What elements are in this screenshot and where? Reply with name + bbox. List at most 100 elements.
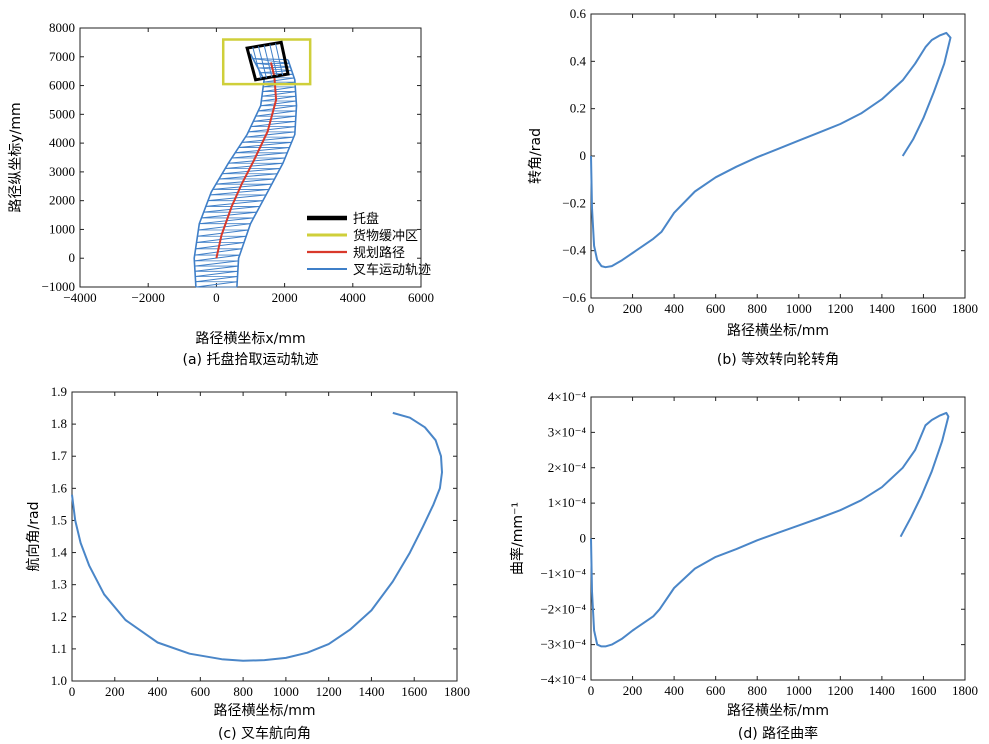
x-tick-label: 0 bbox=[588, 683, 595, 698]
vehicle-outline-line bbox=[253, 115, 296, 122]
x-tick-label: 600 bbox=[706, 301, 726, 316]
x-axis-label: 路径横坐标/mm bbox=[214, 703, 316, 719]
y-tick-label: −0.6 bbox=[562, 290, 586, 305]
y-tick-label: 1.7 bbox=[51, 448, 68, 463]
x-tick-label: −2000 bbox=[132, 290, 165, 305]
vehicle-outline-line bbox=[261, 91, 296, 97]
x-tick-label: 1400 bbox=[869, 683, 895, 698]
y-tick-label: −1000 bbox=[42, 279, 75, 294]
x-tick-label: 400 bbox=[664, 301, 684, 316]
legend-label: 叉车运动轨迹 bbox=[353, 262, 431, 278]
x-tick-label: 4000 bbox=[340, 290, 366, 305]
x-axis-label: 路径横坐标/mm bbox=[727, 703, 829, 719]
vehicle-outline-line bbox=[245, 131, 296, 138]
panel-caption: (b) 等效转向轮转角 bbox=[717, 351, 839, 368]
x-tick-label: 1000 bbox=[273, 684, 299, 699]
legend-label: 规划路径 bbox=[353, 245, 405, 261]
x-tick-label: 6000 bbox=[408, 290, 434, 305]
panel-d-path-curvature: 0 200 400 600 800 1000 1200 1400 1600 1800 −4×10⁻⁴… bbox=[509, 389, 978, 742]
vehicle-outline-line bbox=[194, 265, 239, 272]
x-tick-label: 800 bbox=[747, 683, 767, 698]
y-tick-label: 1.2 bbox=[51, 609, 67, 624]
series-line bbox=[590, 31, 952, 269]
vehicle-outline-line bbox=[195, 270, 238, 278]
vehicle-outline-line bbox=[194, 260, 239, 267]
y-tick-label: 3000 bbox=[49, 164, 75, 179]
legend-label: 托盘 bbox=[353, 211, 379, 227]
y-tick-label: 1.3 bbox=[51, 577, 67, 592]
vehicle-outline-line bbox=[231, 152, 288, 159]
pallet-hatch-line bbox=[263, 45, 273, 78]
pallet-hatch-line bbox=[252, 47, 262, 79]
plot-frame bbox=[590, 13, 966, 299]
y-tick-label: −2×10⁻⁴ bbox=[540, 601, 586, 616]
vehicle-outline-line bbox=[260, 100, 297, 107]
x-tick-label: 0 bbox=[588, 301, 595, 316]
y-tick-label: 8000 bbox=[49, 20, 75, 35]
y-tick-label: 2000 bbox=[49, 193, 75, 208]
vehicle-outline-line bbox=[235, 147, 290, 154]
vehicle-outline-line bbox=[261, 95, 296, 102]
x-tick-label: 200 bbox=[623, 301, 643, 316]
legend-label: 货物缓冲区 bbox=[353, 228, 418, 244]
x-tick-label: 1400 bbox=[869, 301, 895, 316]
plot-frame bbox=[71, 391, 458, 682]
y-tick-label: −1×10⁻⁴ bbox=[540, 566, 586, 581]
x-tick-label: 1800 bbox=[952, 301, 978, 316]
vehicle-outline-line bbox=[205, 200, 263, 207]
x-axis-label: 路径横坐标/mm bbox=[727, 323, 829, 339]
x-tick-label: 1800 bbox=[444, 684, 470, 699]
vehicle-outline-line bbox=[210, 188, 269, 196]
y-tick-label: 1×10⁻⁴ bbox=[548, 495, 587, 510]
x-axis-label: 路径横坐标x/mm bbox=[195, 331, 305, 347]
x-tick-label: 200 bbox=[105, 684, 125, 699]
vehicle-outline-line bbox=[238, 141, 292, 149]
vehicle-outline-line bbox=[241, 136, 294, 143]
y-tick-label: −3×10⁻⁴ bbox=[540, 637, 586, 652]
panel-caption: (c) 叉车航向角 bbox=[218, 725, 311, 742]
y-axis-label: 转角/rad bbox=[528, 128, 544, 184]
x-tick-label: 1200 bbox=[827, 301, 853, 316]
trajectory-right-edge bbox=[236, 59, 298, 288]
y-tick-label: −0.2 bbox=[562, 195, 586, 210]
panel-a-trajectory: −4000 −2000 0 2000 4000 6000 −1000 0 1000 2000 300… bbox=[8, 20, 434, 368]
vehicle-outline-line bbox=[203, 205, 260, 213]
vehicle-outline-line bbox=[195, 276, 238, 283]
x-tick-label: 200 bbox=[623, 683, 643, 698]
x-tick-label: −4000 bbox=[63, 290, 96, 305]
y-tick-label: 1.9 bbox=[51, 384, 67, 399]
y-tick-label: 1.6 bbox=[51, 480, 68, 495]
vehicle-outline-line bbox=[218, 173, 278, 180]
pallet-hatch-line bbox=[257, 46, 267, 79]
y-tick-label: 1.8 bbox=[51, 416, 67, 431]
y-tick-label: 1.5 bbox=[51, 512, 67, 527]
y-tick-label: 0.2 bbox=[570, 101, 586, 116]
x-tick-label: 1600 bbox=[910, 301, 936, 316]
x-tick-label: 400 bbox=[148, 684, 168, 699]
trajectory-left-edge bbox=[193, 53, 265, 288]
x-tick-label: 800 bbox=[747, 301, 767, 316]
y-tick-label: −0.4 bbox=[562, 243, 586, 258]
y-tick-label: 0 bbox=[580, 148, 587, 163]
x-tick-label: 1200 bbox=[316, 684, 342, 699]
y-tick-label: 6000 bbox=[49, 78, 75, 93]
y-axis-label: 航向角/rad bbox=[26, 502, 42, 572]
vehicle-outline-line bbox=[228, 157, 286, 164]
x-tick-label: 600 bbox=[191, 684, 211, 699]
vehicle-outline-line bbox=[263, 77, 295, 83]
vehicle-outline-line bbox=[258, 105, 297, 112]
y-tick-label: 5000 bbox=[49, 106, 75, 121]
series-line bbox=[590, 411, 950, 648]
x-tick-label: 1000 bbox=[786, 301, 812, 316]
y-tick-label: 1.0 bbox=[51, 673, 67, 688]
vehicle-outline-line bbox=[212, 183, 272, 190]
vehicle-outline-line bbox=[248, 126, 296, 133]
y-tick-label: 1.1 bbox=[51, 641, 67, 656]
plot-frame bbox=[590, 396, 966, 681]
vehicle-outline-line bbox=[215, 178, 275, 185]
y-tick-label: 4000 bbox=[49, 135, 75, 150]
x-tick-label: 0 bbox=[213, 290, 220, 305]
y-axis-label: 曲率/mm⁻¹ bbox=[509, 502, 526, 575]
vehicle-outline-line bbox=[207, 194, 267, 202]
